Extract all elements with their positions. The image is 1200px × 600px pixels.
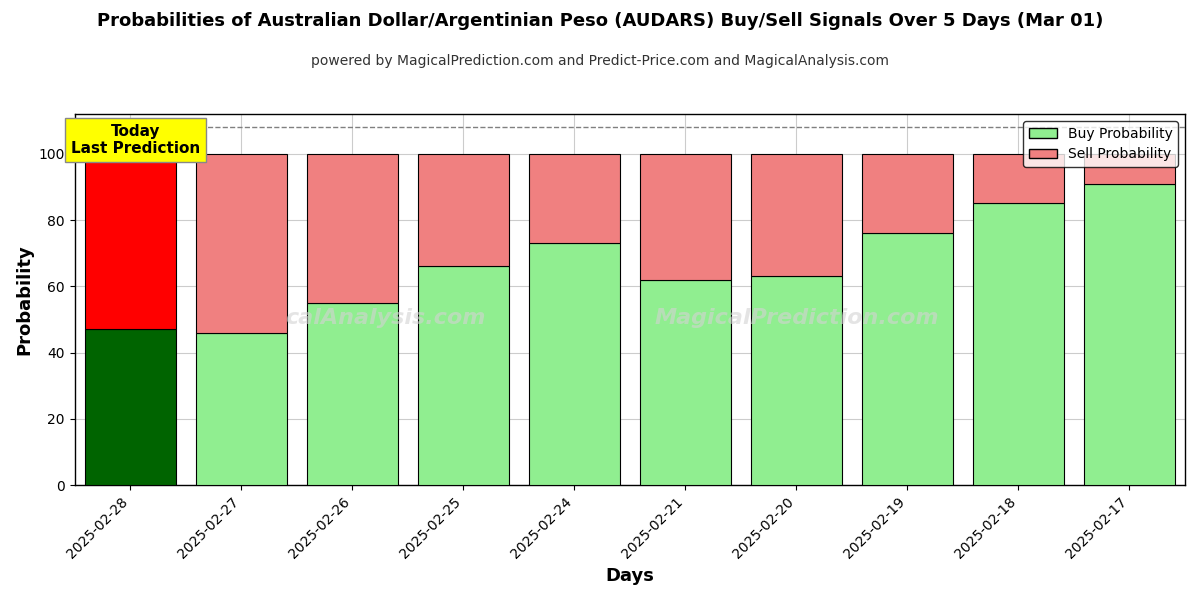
Bar bbox=[751, 154, 842, 277]
Text: MagicalPrediction.com: MagicalPrediction.com bbox=[654, 308, 938, 328]
Bar bbox=[640, 280, 731, 485]
Bar bbox=[196, 333, 287, 485]
Y-axis label: Probability: Probability bbox=[16, 244, 34, 355]
Bar bbox=[973, 154, 1064, 203]
Bar bbox=[418, 266, 509, 485]
X-axis label: Days: Days bbox=[605, 567, 654, 585]
Bar bbox=[307, 303, 397, 485]
Bar bbox=[751, 277, 842, 485]
Bar bbox=[196, 154, 287, 333]
Bar bbox=[973, 203, 1064, 485]
Bar bbox=[1084, 184, 1175, 485]
Bar bbox=[307, 154, 397, 303]
Legend: Buy Probability, Sell Probability: Buy Probability, Sell Probability bbox=[1024, 121, 1178, 167]
Bar bbox=[529, 243, 620, 485]
Bar bbox=[862, 233, 953, 485]
Bar bbox=[1084, 154, 1175, 184]
Text: powered by MagicalPrediction.com and Predict-Price.com and MagicalAnalysis.com: powered by MagicalPrediction.com and Pre… bbox=[311, 54, 889, 68]
Text: Today
Last Prediction: Today Last Prediction bbox=[71, 124, 200, 157]
Bar bbox=[529, 154, 620, 243]
Bar bbox=[862, 154, 953, 233]
Bar bbox=[85, 329, 175, 485]
Text: calAnalysis.com: calAnalysis.com bbox=[286, 308, 486, 328]
Bar bbox=[640, 154, 731, 280]
Text: Probabilities of Australian Dollar/Argentinian Peso (AUDARS) Buy/Sell Signals Ov: Probabilities of Australian Dollar/Argen… bbox=[97, 12, 1103, 30]
Bar bbox=[85, 154, 175, 329]
Bar bbox=[418, 154, 509, 266]
